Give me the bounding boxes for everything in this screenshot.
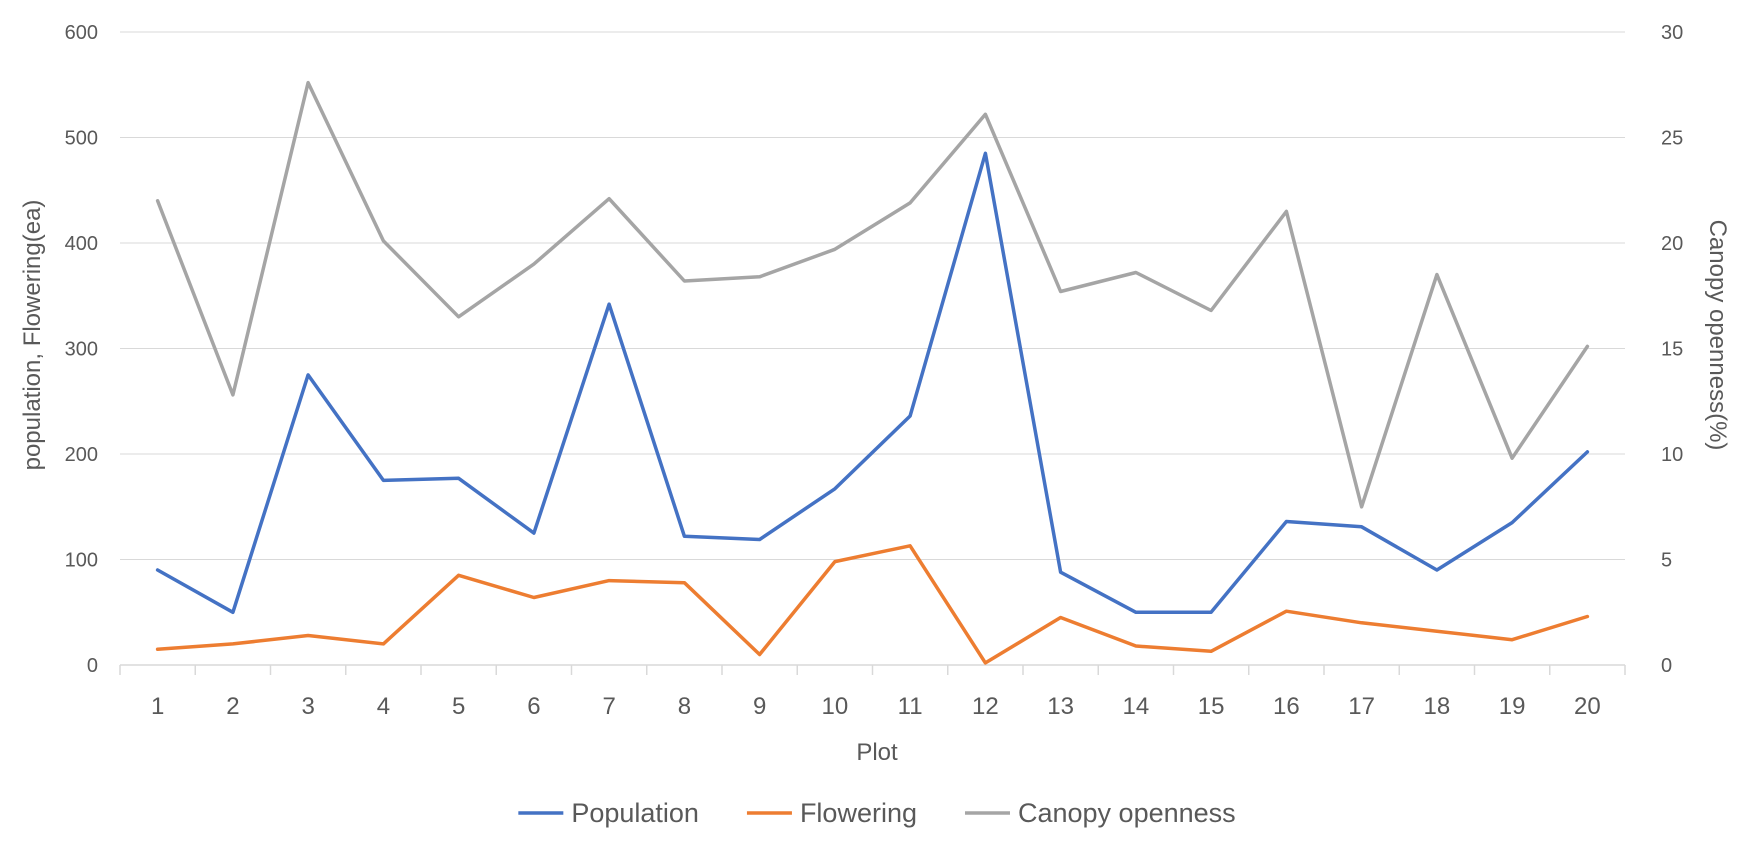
x-tick-label: 4 (377, 693, 390, 720)
y-right-tick-label: 10 (1661, 444, 1683, 466)
x-tick-label: 2 (226, 693, 239, 720)
series-line-population (155, 151, 1590, 615)
y-left-tick-label: 100 (65, 550, 98, 572)
gridlines (120, 31, 1625, 560)
x-tick-label: 19 (1499, 693, 1526, 720)
legend-label-population: Population (571, 798, 699, 828)
x-tick-label: 10 (822, 693, 849, 720)
x-tick-label: 20 (1574, 693, 1601, 720)
x-tick-label: 13 (1047, 693, 1074, 720)
y-left-tick-label: 200 (65, 444, 98, 466)
y-right-tick-label: 25 (1661, 128, 1683, 150)
y-left-tick-label: 0 (87, 655, 98, 677)
legend-label-flowering: Flowering (800, 798, 917, 828)
x-tick-label: 18 (1424, 693, 1451, 720)
y-left-tick-label: 300 (65, 339, 98, 361)
x-tick-label: 15 (1198, 693, 1225, 720)
y-right-tick-label: 15 (1661, 339, 1683, 361)
legend-label-canopy-openness: Canopy openness (1018, 798, 1236, 828)
x-tick-label: 14 (1123, 693, 1150, 720)
x-tick-label: 16 (1273, 693, 1300, 720)
x-tick-label: 6 (527, 693, 540, 720)
x-tick-label: 1 (151, 693, 164, 720)
y-axis-right-title: Canopy openness(%) (1704, 220, 1731, 451)
y-right-tick-label: 30 (1661, 22, 1683, 44)
y-axis-left-title: population, Flowering(ea) (19, 200, 46, 471)
x-tick-label: 12 (972, 693, 999, 720)
x-axis-title: Plot (856, 739, 898, 766)
x-tick-label: 17 (1348, 693, 1375, 720)
x-tick-label: 9 (753, 693, 766, 720)
x-tick-label: 5 (452, 693, 465, 720)
series-lines (155, 80, 1590, 665)
series-line-flowering (155, 544, 1590, 665)
x-tick-label: 11 (898, 693, 923, 720)
y-right-tick-label: 5 (1661, 550, 1672, 572)
axes (119, 664, 1626, 675)
x-tick-label: 8 (678, 693, 691, 720)
y-right-tick-label: 0 (1661, 655, 1672, 677)
y-left-tick-label: 600 (65, 22, 98, 44)
y-left-tick-label: 500 (65, 128, 98, 150)
legend: Population Flowering Canopy openness (518, 798, 1236, 828)
y-right-tick-label: 20 (1661, 233, 1683, 255)
series-line-canopy-openness (155, 80, 1590, 509)
y-left-tick-label: 400 (65, 233, 98, 255)
x-tick-label: 3 (301, 693, 314, 720)
x-tick-label: 7 (602, 693, 615, 720)
